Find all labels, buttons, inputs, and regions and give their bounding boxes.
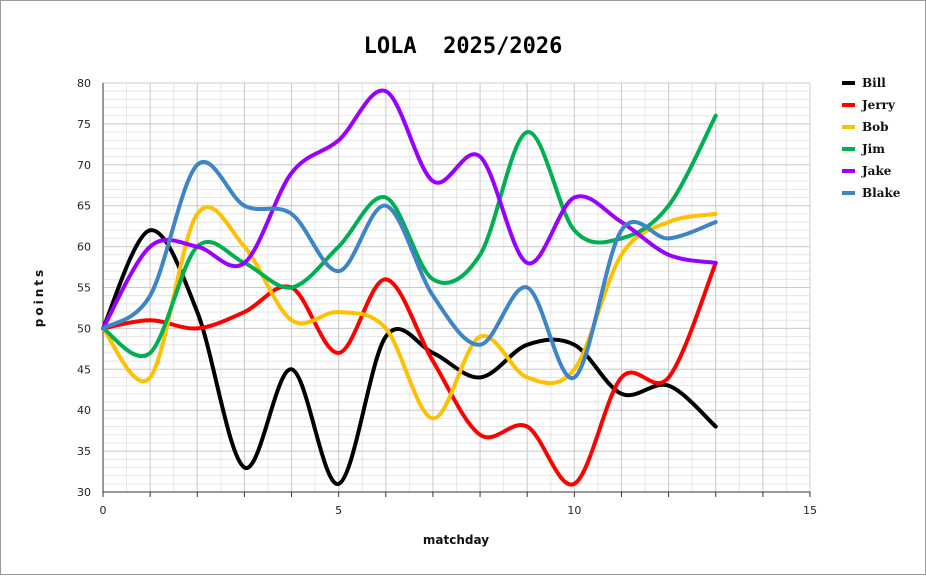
y-tick-label: 30 [77, 486, 91, 499]
legend-label-jim: Jim [861, 142, 885, 156]
x-tick-label: 10 [567, 504, 581, 517]
legend-label-bob: Bob [862, 120, 889, 134]
legend-label-bill: Bill [862, 76, 886, 90]
chart-title: LOLA 2025/2026 [364, 34, 563, 59]
y-tick-label: 55 [77, 282, 91, 295]
legend-label-jerry: Jerry [861, 98, 896, 112]
y-tick-label: 65 [77, 200, 91, 213]
x-axis-label: matchday [423, 533, 489, 547]
tick-labels: 30 35 40 45 50 55 60 65 70 75 80 0 5 10 15 [77, 77, 817, 517]
y-tick-label: 70 [77, 159, 91, 172]
x-tick-label: 15 [803, 504, 817, 517]
axes [102, 83, 811, 497]
y-tick-label: 75 [77, 118, 91, 131]
series-line-bob [101, 205, 718, 421]
series-line-blake [101, 160, 718, 380]
y-tick-label: 45 [77, 363, 91, 376]
x-tick-label: 5 [335, 504, 342, 517]
y-tick-label: 80 [77, 77, 91, 90]
series-line-jake [101, 88, 718, 331]
y-tick-label: 35 [77, 445, 91, 458]
legend-label-jake: Jake [861, 164, 892, 178]
x-tick-label: 0 [100, 504, 107, 517]
series-lines [101, 88, 718, 487]
y-tick-label: 40 [77, 404, 91, 417]
series-line-bill [101, 228, 718, 486]
y-tick-label: 60 [77, 241, 91, 254]
major-gridlines [102, 82, 811, 493]
series-line-jerry [101, 260, 718, 487]
legend-label-blake: Blake [862, 186, 901, 200]
legend: Bill Jerry Bob Jim Jake Blake [842, 76, 901, 200]
y-tick-label: 50 [77, 322, 91, 335]
y-axis-label: points [32, 267, 46, 327]
